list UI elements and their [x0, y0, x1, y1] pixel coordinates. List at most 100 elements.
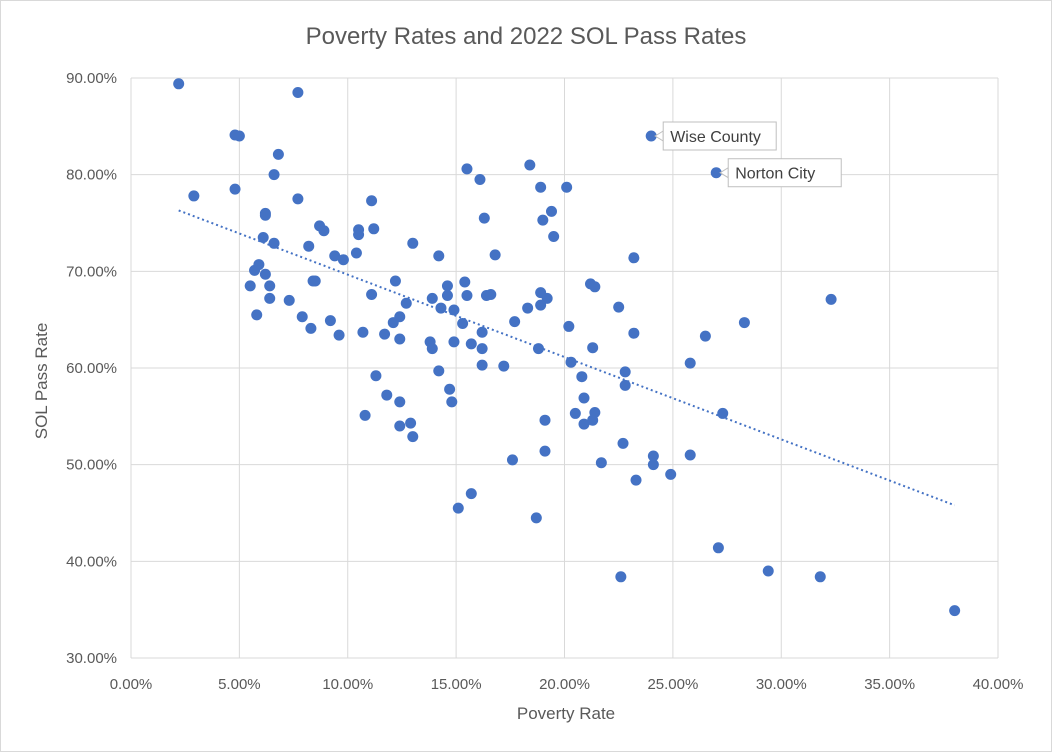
callout-pointer: [719, 166, 729, 179]
data-point: [400, 297, 412, 309]
data-point: [394, 333, 406, 345]
data-point: [565, 356, 577, 368]
data-point: [476, 326, 488, 338]
data-point: [441, 290, 453, 301]
y-tick-label: 60.00%: [66, 360, 117, 377]
data-point: [474, 174, 486, 185]
y-axis-label: SOL Pass Rate: [32, 323, 51, 440]
data-point: [283, 294, 295, 306]
data-point: [366, 195, 378, 207]
data-point: [407, 431, 419, 443]
data-point: [444, 383, 456, 395]
data-point: [949, 605, 961, 617]
gridlines: [130, 77, 999, 659]
data-point: [619, 366, 631, 378]
x-tick-label: 40.00%: [973, 676, 1024, 693]
data-point: [405, 417, 417, 429]
data-point: [509, 316, 521, 328]
data-point: [539, 414, 551, 426]
data-point: [259, 209, 271, 221]
data-point: [539, 445, 551, 457]
data-point: [233, 130, 245, 142]
data-point: [370, 370, 382, 382]
data-point: [264, 280, 276, 292]
data-point: [394, 311, 406, 323]
data-point: [309, 275, 321, 287]
data-point: [578, 418, 590, 430]
data-point: [173, 78, 185, 90]
x-tick-label: 10.00%: [322, 676, 373, 693]
data-point: [379, 328, 391, 340]
data-point: [647, 450, 659, 462]
data-point: [615, 571, 627, 583]
data-point: [292, 87, 304, 98]
data-point: [433, 250, 445, 262]
trendline-group: [178, 209, 956, 507]
callout-pointer: [654, 130, 664, 142]
data-point: [268, 169, 280, 181]
data-point: [684, 449, 696, 461]
data-point: [589, 281, 601, 293]
data-point: [628, 252, 640, 264]
callout-label: Norton City: [735, 166, 815, 183]
annotated-point: [645, 130, 657, 142]
data-point: [476, 343, 488, 355]
data-point: [587, 342, 599, 354]
x-tick-label: 35.00%: [864, 676, 915, 693]
data-point: [498, 360, 510, 372]
data-point: [333, 329, 345, 341]
data-point: [461, 163, 473, 175]
data-point: [738, 317, 750, 329]
data-point: [548, 231, 560, 243]
data-point: [296, 311, 308, 323]
data-point: [337, 254, 349, 266]
data-point: [259, 268, 271, 280]
callout-label: Wise County: [670, 129, 761, 146]
y-tick-label: 30.00%: [66, 650, 117, 667]
data-point: [522, 302, 534, 314]
data-point: [532, 343, 544, 355]
data-point: [589, 406, 601, 418]
y-axis-ticks: 30.00% 40.00% 50.00% 60.00% 70.00% 80.00% 90.0…: [66, 70, 117, 667]
data-point: [441, 280, 453, 292]
trendline: [178, 209, 956, 507]
data-point: [264, 292, 276, 304]
data-point: [465, 488, 477, 500]
x-tick-label: 30.00%: [756, 676, 807, 693]
data-point: [435, 302, 447, 314]
data-point: [665, 468, 677, 480]
data-point: [595, 457, 607, 469]
data-point: [448, 336, 460, 348]
data-point: [530, 512, 542, 524]
data-point: [272, 148, 284, 160]
data-point: [357, 326, 369, 338]
data-point: [545, 205, 557, 217]
x-tick-label: 0.00%: [110, 676, 153, 693]
data-point: [426, 343, 438, 355]
data-point: [457, 318, 469, 330]
y-tick-label: 90.00%: [66, 70, 117, 87]
data-point: [712, 542, 724, 554]
data-point: [244, 280, 256, 292]
data-point: [324, 315, 336, 327]
data-point: [628, 327, 640, 339]
data-point: [684, 357, 696, 369]
data-point: [389, 275, 401, 287]
data-point: [506, 454, 518, 466]
x-axis-ticks: 0.00% 5.00% 10.00% 15.00% 20.00% 25.00% 30.00%…: [110, 676, 1024, 693]
x-tick-label: 5.00%: [218, 676, 261, 693]
data-point: [394, 396, 406, 408]
data-point: [825, 293, 837, 305]
data-point: [524, 159, 536, 171]
data-point: [446, 396, 458, 408]
data-point: [229, 183, 241, 195]
data-point: [647, 459, 659, 471]
data-point: [394, 420, 406, 432]
data-point: [478, 212, 490, 224]
data-point: [489, 249, 501, 261]
callout-box: [727, 158, 842, 188]
callout-box: [662, 121, 777, 151]
data-point: [569, 407, 581, 419]
data-point: [619, 379, 631, 391]
